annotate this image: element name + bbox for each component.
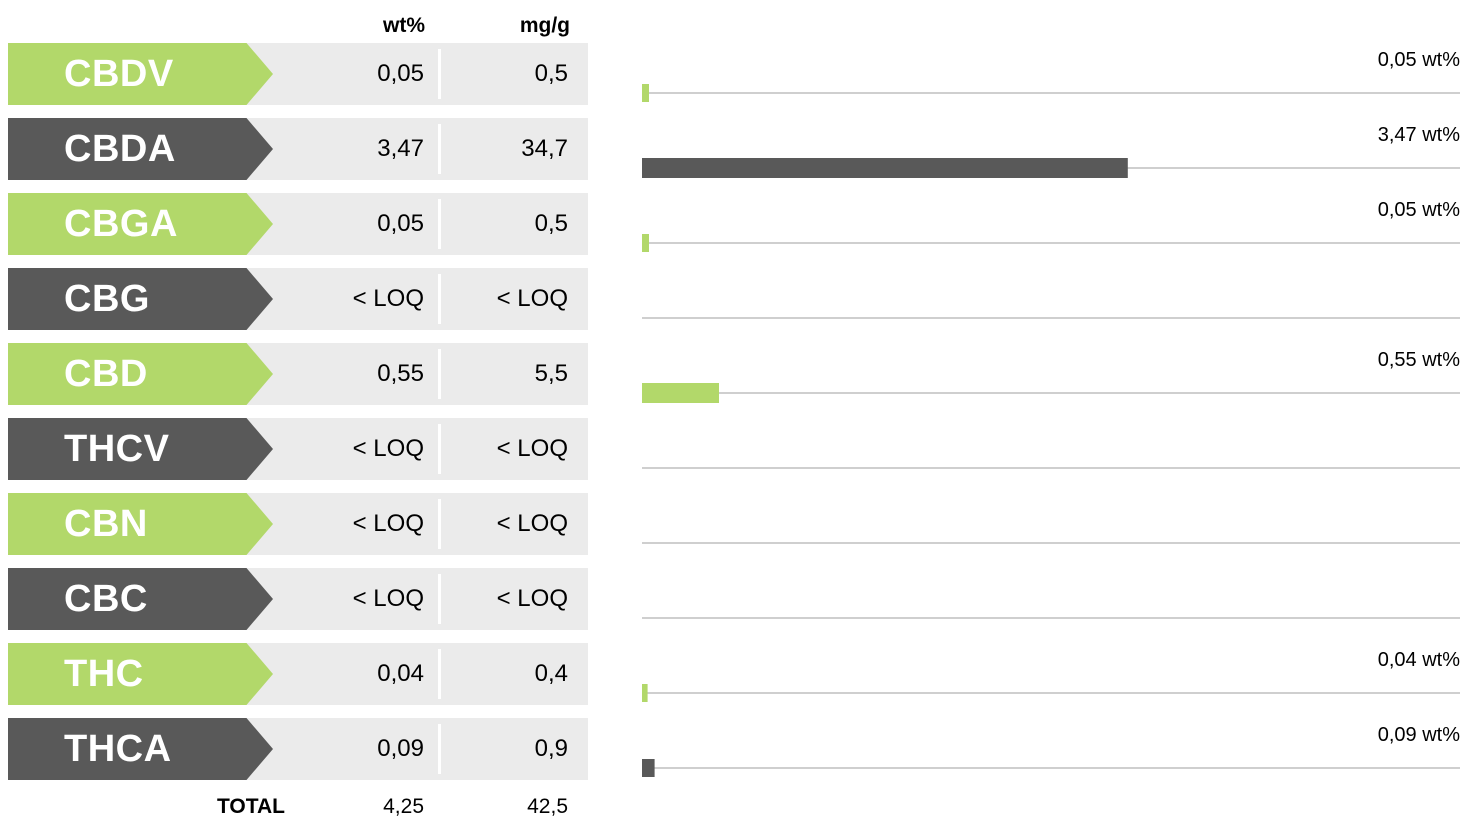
- column-divider: [438, 199, 441, 249]
- cannabinoid-name: CBC: [64, 578, 148, 620]
- table-row: THCA 0,09 0,9: [8, 718, 588, 780]
- cannabinoid-label-arrow: CBD: [8, 343, 273, 405]
- bar-value-label: 0,05 wt%: [1378, 49, 1460, 71]
- bar-thca: [642, 759, 655, 777]
- wt-value: 3,47: [377, 135, 424, 162]
- column-divider: [438, 424, 441, 474]
- mg-value: < LOQ: [496, 435, 568, 462]
- wt-value: < LOQ: [352, 585, 424, 612]
- table-row: CBGA 0,05 0,5: [8, 193, 588, 255]
- cannabinoid-label-arrow: CBC: [8, 568, 273, 630]
- cannabinoid-label-arrow: CBN: [8, 493, 273, 555]
- table-row: CBG < LOQ < LOQ: [8, 268, 588, 330]
- bar-value-label: 0,04 wt%: [1378, 649, 1460, 671]
- cannabinoid-name: THC: [64, 653, 144, 695]
- cannabinoid-name: CBDV: [64, 53, 174, 95]
- wt-value: 0,05: [377, 60, 424, 87]
- cannabinoid-name: CBG: [64, 278, 150, 320]
- cannabinoid-label-arrow: CBG: [8, 268, 273, 330]
- cannabinoid-name: CBGA: [64, 203, 178, 245]
- bar-cbda: [642, 158, 1128, 178]
- bar-value-label: 3,47 wt%: [1378, 124, 1460, 146]
- bar-value-label: 0,09 wt%: [1378, 724, 1460, 746]
- table-row: CBDV 0,05 0,5: [8, 43, 588, 105]
- column-divider: [438, 649, 441, 699]
- bar-cbga: [642, 234, 649, 252]
- wt-value: 0,55: [377, 360, 424, 387]
- mg-value: < LOQ: [496, 510, 568, 537]
- mg-value: 0,5: [534, 210, 568, 237]
- mg-value: 5,5: [534, 360, 568, 387]
- cannabinoid-label-arrow: THC: [8, 643, 273, 705]
- wt-value: < LOQ: [352, 435, 424, 462]
- table-row: CBD 0,55 5,5: [8, 343, 588, 405]
- wt-value: < LOQ: [352, 285, 424, 312]
- wt-value: 0,04: [377, 660, 424, 687]
- table-row: THCV < LOQ < LOQ: [8, 418, 588, 480]
- mg-value: 0,4: [534, 660, 568, 687]
- column-divider: [438, 274, 441, 324]
- wt-value: 0,09: [377, 735, 424, 762]
- column-divider: [438, 49, 441, 99]
- column-divider: [438, 574, 441, 624]
- cannabinoid-name: THCV: [64, 428, 170, 470]
- bar-thc: [642, 684, 648, 702]
- cannabinoid-label-arrow: THCA: [8, 718, 273, 780]
- table-row: THC 0,04 0,4: [8, 643, 588, 705]
- wt-column-header: wt%: [383, 14, 425, 37]
- wt-value: < LOQ: [352, 510, 424, 537]
- cannabinoid-name: CBD: [64, 353, 148, 395]
- mg-value: 0,9: [534, 735, 568, 762]
- mg-value: < LOQ: [496, 585, 568, 612]
- wt-value: 0,05: [377, 210, 424, 237]
- bar-value-label: 0,05 wt%: [1378, 199, 1460, 221]
- mg-value: 0,5: [534, 60, 568, 87]
- mg-value: < LOQ: [496, 285, 568, 312]
- table-row: CBDA 3,47 34,7: [8, 118, 588, 180]
- table-row: CBN < LOQ < LOQ: [8, 493, 588, 555]
- cannabinoid-label-arrow: CBGA: [8, 193, 273, 255]
- cannabinoid-label-arrow: CBDV: [8, 43, 273, 105]
- cannabinoid-name: CBN: [64, 503, 148, 545]
- total-wt-value: 4,25: [383, 795, 424, 818]
- total-mg-value: 42,5: [527, 795, 568, 818]
- column-divider: [438, 499, 441, 549]
- bar-cbd: [642, 383, 719, 403]
- bar-cbdv: [642, 84, 649, 102]
- cannabinoid-name: THCA: [64, 728, 172, 770]
- column-divider: [438, 724, 441, 774]
- table-row: CBC < LOQ < LOQ: [8, 568, 588, 630]
- mg-value: 34,7: [521, 135, 568, 162]
- column-divider: [438, 349, 441, 399]
- cannabinoid-name: CBDA: [64, 128, 176, 170]
- cannabinoid-label-arrow: THCV: [8, 418, 273, 480]
- total-label: TOTAL: [216, 795, 285, 818]
- mg-column-header: mg/g: [519, 14, 570, 37]
- bar-value-label: 0,55 wt%: [1378, 349, 1460, 371]
- cannabinoid-label-arrow: CBDA: [8, 118, 273, 180]
- column-divider: [438, 124, 441, 174]
